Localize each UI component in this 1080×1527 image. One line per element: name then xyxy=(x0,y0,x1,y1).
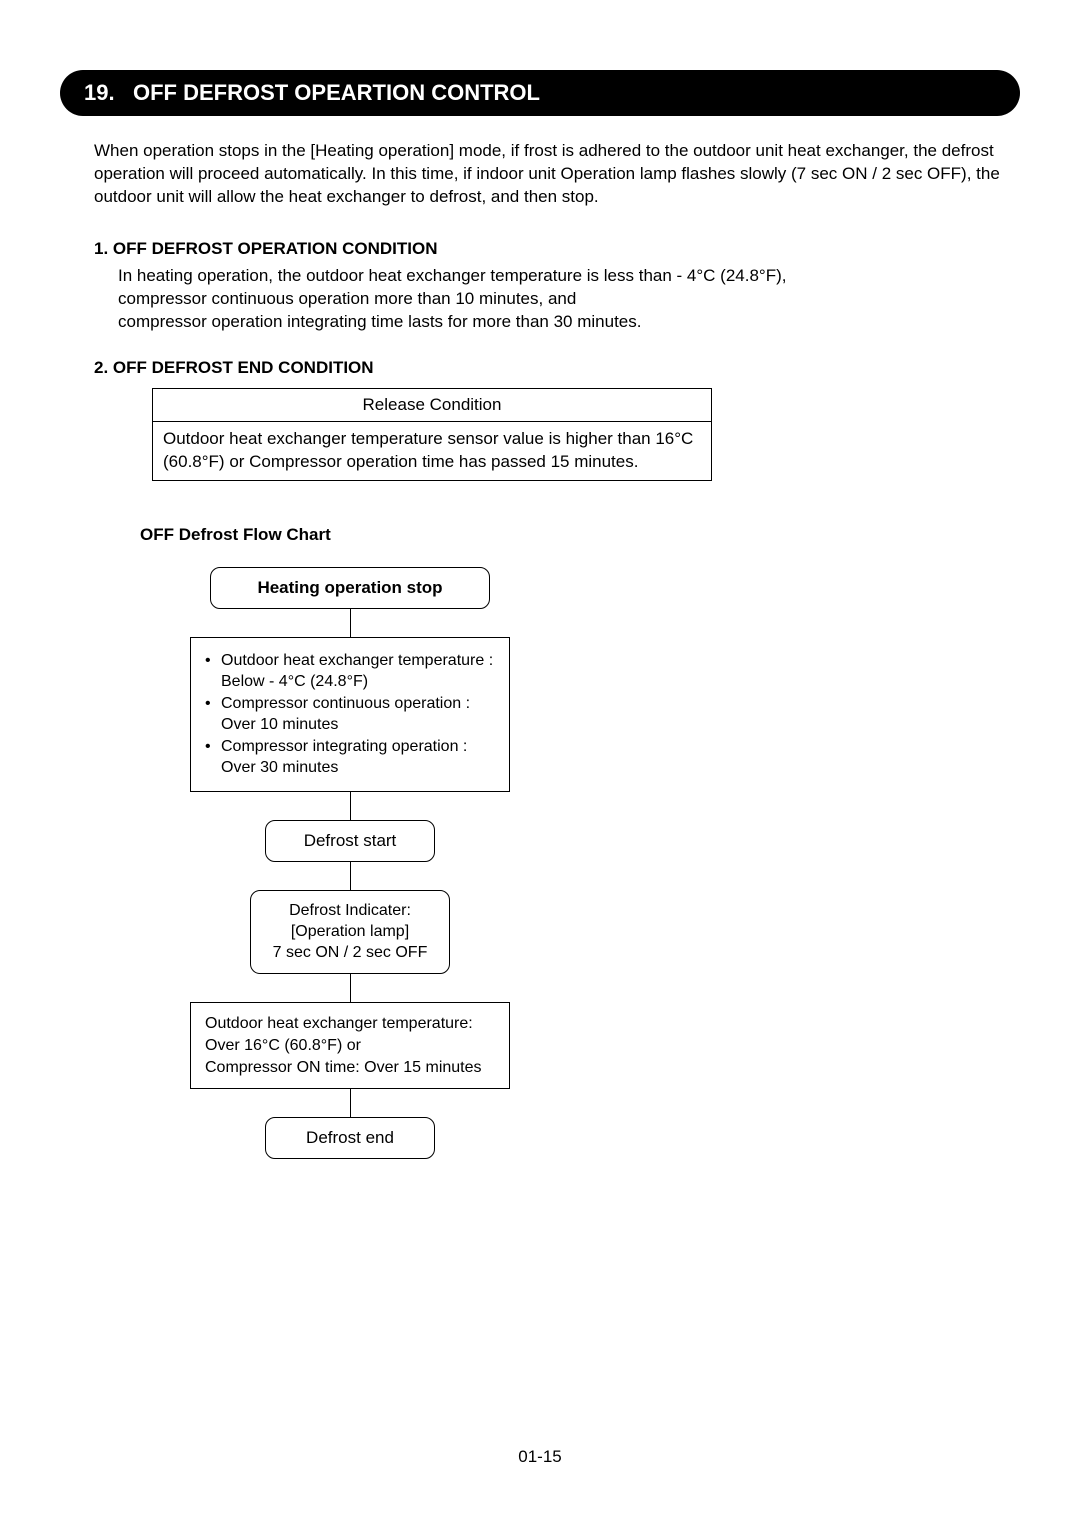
cond1-b: Compressor continuous operation : xyxy=(221,693,470,715)
page-number: 01-15 xyxy=(0,1447,1080,1467)
release-condition-table: Release Condition Outdoor heat exchanger… xyxy=(152,388,712,481)
flowchart-title: OFF Defrost Flow Chart xyxy=(140,525,1020,545)
bullet-dot-icon: • xyxy=(205,650,215,672)
fc-start-node: Heating operation stop xyxy=(210,567,490,609)
table-body: Outdoor heat exchanger temperature senso… xyxy=(153,422,711,480)
cond1-b-sub: Over 10 minutes xyxy=(205,714,495,736)
cond1-a: Outdoor heat exchanger temperature : xyxy=(221,650,493,672)
endcond-l1: Outdoor heat exchanger temperature: xyxy=(205,1013,495,1035)
section-header: 19. OFF DEFROST OPEARTION CONTROL xyxy=(60,70,1020,116)
subsection-1: 1. OFF DEFROST OPERATION CONDITION In he… xyxy=(60,239,1020,334)
off-defrost-flowchart: Heating operation stop • Outdoor heat exc… xyxy=(140,567,560,1160)
cond1-c: Compressor integrating operation : xyxy=(221,736,467,758)
connector xyxy=(350,862,351,890)
cond1-a-sub: Below - 4°C (24.8°F) xyxy=(205,671,495,693)
subsection-1-body: In heating operation, the outdoor heat e… xyxy=(94,265,1020,334)
fc-condition-1-node: • Outdoor heat exchanger temperature : Be… xyxy=(190,637,510,793)
connector xyxy=(350,609,351,637)
indicater-l1: Defrost Indicater: xyxy=(267,901,433,922)
connector xyxy=(350,974,351,1002)
endcond-l2: Over 16°C (60.8°F) or xyxy=(205,1035,495,1057)
table-header: Release Condition xyxy=(153,389,711,422)
bullet-dot-icon: • xyxy=(205,693,215,715)
fc-end-condition-node: Outdoor heat exchanger temperature: Over… xyxy=(190,1002,510,1089)
subsection-2: 2. OFF DEFROST END CONDITION Release Con… xyxy=(60,358,1020,481)
connector xyxy=(350,1089,351,1117)
subsection-2-title: 2. OFF DEFROST END CONDITION xyxy=(94,358,1020,378)
intro-paragraph: When operation stops in the [Heating ope… xyxy=(60,140,1020,209)
indicater-l2: [Operation lamp] xyxy=(267,922,433,943)
bullet-dot-icon: • xyxy=(205,736,215,758)
subsection-1-title: 1. OFF DEFROST OPERATION CONDITION xyxy=(94,239,1020,259)
fc-defrost-end-node: Defrost end xyxy=(265,1117,435,1159)
section-title: OFF DEFROST OPEARTION CONTROL xyxy=(133,80,540,105)
s1-line2: compressor continuous operation more tha… xyxy=(118,288,1020,311)
connector xyxy=(350,792,351,820)
s1-line1: In heating operation, the outdoor heat e… xyxy=(118,265,1020,288)
indicater-l3: 7 sec ON / 2 sec OFF xyxy=(267,943,433,964)
fc-defrost-start-node: Defrost start xyxy=(265,820,435,862)
fc-indicater-node: Defrost Indicater: [Operation lamp] 7 se… xyxy=(250,890,450,974)
cond1-c-sub: Over 30 minutes xyxy=(205,757,495,779)
section-number: 19. xyxy=(84,80,115,105)
s1-line3: compressor operation integrating time la… xyxy=(118,311,1020,334)
endcond-l3: Compressor ON time: Over 15 minutes xyxy=(205,1057,495,1079)
